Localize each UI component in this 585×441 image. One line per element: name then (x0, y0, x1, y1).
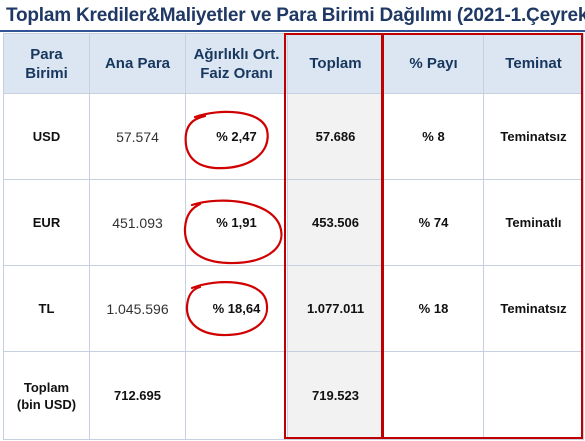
header-total: Toplam (287, 33, 384, 94)
row-rate: % 18,64 (185, 265, 288, 352)
row-collateral: Teminatlı (483, 179, 584, 266)
header-currency: Para Birimi (3, 33, 90, 94)
title-underline (0, 30, 585, 32)
table-row: TL 1.045.596 % 18,64 1.077.011 % 18 Temi… (3, 265, 584, 352)
row-currency: EUR (3, 179, 90, 266)
row-principal: 57.574 (89, 93, 186, 180)
row-collateral: Teminatsız (483, 93, 584, 180)
row-currency: TL (3, 265, 90, 352)
table-row: USD 57.574 % 2,47 57.686 % 8 Teminatsız (3, 93, 584, 180)
row-collateral: Teminatsız (483, 265, 584, 352)
table-row: EUR 451.093 % 1,91 453.506 % 74 Teminatl… (3, 179, 584, 266)
row-total: 1.077.011 (287, 265, 384, 352)
row-rate: % 1,91 (185, 179, 288, 266)
header-rate: Ağırlıklı Ort. Faiz Oranı (185, 33, 288, 94)
row-principal: 1.045.596 (89, 265, 186, 352)
credit-table: Para Birimi Ana Para Ağırlıklı Ort. Faiz O… (3, 33, 584, 440)
row-share: % 18 (383, 265, 484, 352)
row-total: 453.506 (287, 179, 384, 266)
row-share: % 8 (383, 93, 484, 180)
header-share: % Payı (383, 33, 484, 94)
footer-row: Toplam (bin USD) 712.695 719.523 (3, 351, 584, 440)
footer-collateral-empty (483, 351, 584, 440)
header-row: Para Birimi Ana Para Ağırlıklı Ort. Faiz O… (3, 33, 584, 94)
footer-rate-empty (185, 351, 288, 440)
header-principal: Ana Para (89, 33, 186, 94)
row-rate: % 2,47 (185, 93, 288, 180)
row-total: 57.686 (287, 93, 384, 180)
footer-label: Toplam (bin USD) (3, 351, 90, 440)
footer-principal: 712.695 (89, 351, 186, 440)
footer-total: 719.523 (287, 351, 384, 440)
row-share: % 74 (383, 179, 484, 266)
slide-title: Toplam Krediler&Maliyetler ve Para Birim… (6, 5, 585, 26)
header-collateral: Teminat (483, 33, 584, 94)
row-currency: USD (3, 93, 90, 180)
row-principal: 451.093 (89, 179, 186, 266)
footer-share-empty (383, 351, 484, 440)
